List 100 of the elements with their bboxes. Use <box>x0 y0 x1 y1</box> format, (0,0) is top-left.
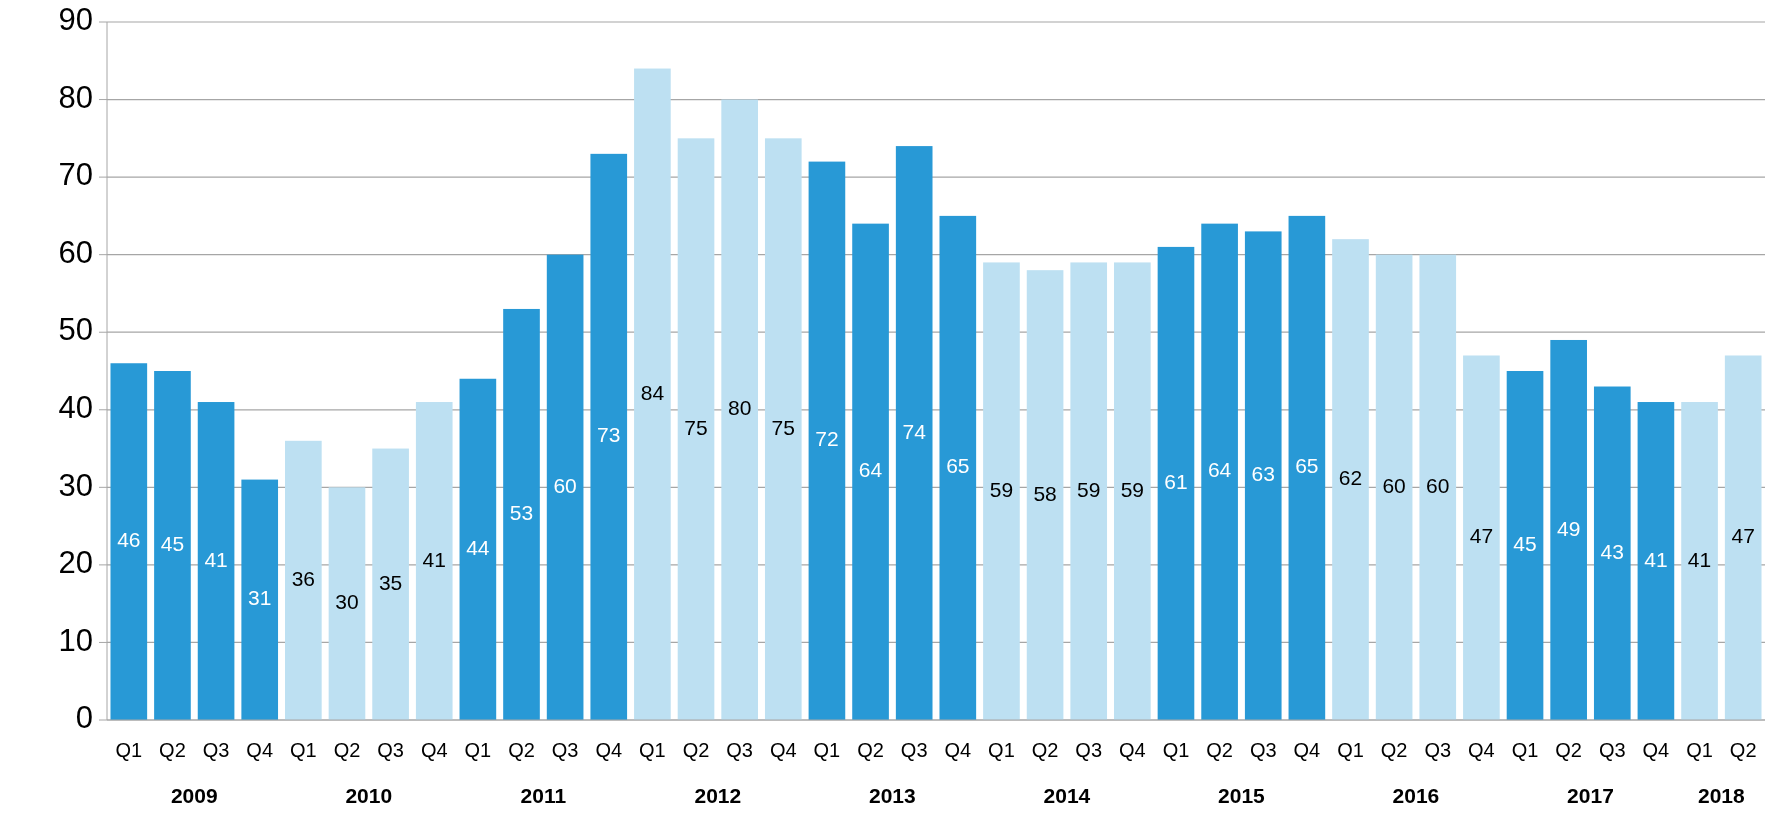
data-label: 74 <box>902 419 927 443</box>
data-label: 65 <box>946 454 970 478</box>
bar <box>1724 355 1762 720</box>
bar <box>328 487 366 720</box>
y-tick-label: 60 <box>58 234 93 270</box>
x-tick-label: Q1 <box>988 739 1015 761</box>
y-tick-label: 70 <box>58 157 93 193</box>
data-label: 30 <box>335 590 359 614</box>
data-label: 45 <box>160 532 185 556</box>
bar <box>634 68 671 720</box>
data-label: 84 <box>640 380 665 404</box>
x-tick-label: Q4 <box>246 739 274 761</box>
data-label: 47 <box>1469 524 1494 548</box>
bar <box>1593 386 1631 720</box>
bar <box>1026 270 1064 720</box>
x-tick-label: Q3 <box>726 739 753 761</box>
data-label: 41 <box>204 547 228 571</box>
data-label: 31 <box>248 586 272 610</box>
x-tick-label: Q2 <box>682 739 710 761</box>
y-tick-label: 40 <box>58 389 93 425</box>
data-label: 53 <box>509 501 534 525</box>
x-tick-label: Q4 <box>595 739 623 761</box>
x-tick-label: Q2 <box>1380 739 1408 761</box>
data-label: 41 <box>1644 547 1668 571</box>
bar <box>546 254 584 720</box>
x-tick-label: Q3 <box>1249 739 1277 761</box>
text: 2016 <box>1392 784 1440 807</box>
data-label: 58 <box>1033 481 1057 505</box>
bar <box>1463 355 1500 720</box>
data-label: 62 <box>1338 466 1363 490</box>
bar <box>154 371 191 720</box>
bar <box>1506 371 1544 720</box>
x-tick-label: Q2 <box>1555 739 1582 761</box>
data-label: 59 <box>1120 477 1145 501</box>
y-tick-label: 30 <box>58 467 93 503</box>
x-tick-label: Q3 <box>1598 739 1626 761</box>
data-label: 59 <box>989 477 1014 501</box>
bar <box>1288 215 1326 720</box>
data-label: 59 <box>1077 477 1101 501</box>
text: 2009 <box>170 784 218 807</box>
x-tick-label: Q2 <box>1729 739 1757 761</box>
bar <box>197 402 235 720</box>
data-label: 49 <box>1556 516 1581 540</box>
x-tick-label: Q3 <box>1424 739 1452 761</box>
y-tick-label: 20 <box>58 545 93 581</box>
data-label: 46 <box>117 528 141 552</box>
x-tick-label: Q4 <box>944 739 972 761</box>
bar <box>241 479 279 720</box>
bar <box>1157 246 1195 720</box>
data-label: 75 <box>771 415 795 439</box>
x-tick-label: Q3 <box>551 739 579 761</box>
data-label: 63 <box>1251 462 1275 486</box>
data-label: 41 <box>422 547 446 571</box>
bar <box>415 402 453 720</box>
data-label: 43 <box>1600 539 1624 563</box>
bar <box>1201 223 1238 720</box>
x-tick-label: Q4 <box>420 739 448 761</box>
x-tick-label: Q2 <box>1031 739 1059 761</box>
x-tick-label: Q4 <box>1642 739 1670 761</box>
bar <box>939 215 977 720</box>
data-label: 35 <box>378 570 403 594</box>
data-label: 45 <box>1513 532 1537 556</box>
data-label: 72 <box>815 427 839 451</box>
y-tick-label: 80 <box>58 79 93 115</box>
bar <box>764 138 802 720</box>
bar <box>1681 402 1718 720</box>
bar <box>503 308 540 720</box>
data-label: 75 <box>684 415 708 439</box>
x-tick-label: Q3 <box>202 739 230 761</box>
x-tick-label: Q1 <box>1337 739 1364 761</box>
text: 2018 <box>1698 784 1746 807</box>
x-tick-label: Q4 <box>1119 739 1146 761</box>
x-tick-label: Q4 <box>1293 739 1321 761</box>
bar <box>1244 231 1282 720</box>
data-label: 65 <box>1295 454 1319 478</box>
bar <box>110 363 148 720</box>
data-label: 73 <box>597 423 621 447</box>
bar <box>721 99 758 720</box>
bar <box>459 378 497 720</box>
bar <box>677 138 715 720</box>
x-tick-label: Q4 <box>769 739 797 761</box>
x-tick-label: Q2 <box>1206 739 1233 761</box>
text: 2017 <box>1567 784 1614 807</box>
text: 2013 <box>869 784 916 807</box>
bar <box>1419 254 1457 720</box>
bar <box>852 223 889 720</box>
data-label: 60 <box>553 473 577 497</box>
text: 2012 <box>694 784 742 807</box>
x-tick-label: Q1 <box>1686 739 1713 761</box>
y-tick-label: 90 <box>58 2 93 38</box>
data-label: 47 <box>1731 524 1755 548</box>
bar <box>895 146 933 720</box>
x-tick-label: Q1 <box>639 739 666 761</box>
data-label: 60 <box>1426 473 1450 497</box>
data-label: 44 <box>466 535 490 559</box>
x-tick-label: Q3 <box>377 739 404 761</box>
text: 2011 <box>520 784 567 807</box>
bar <box>285 440 322 720</box>
x-tick-label: Q1 <box>115 739 143 761</box>
y-tick-label: 50 <box>58 312 93 348</box>
